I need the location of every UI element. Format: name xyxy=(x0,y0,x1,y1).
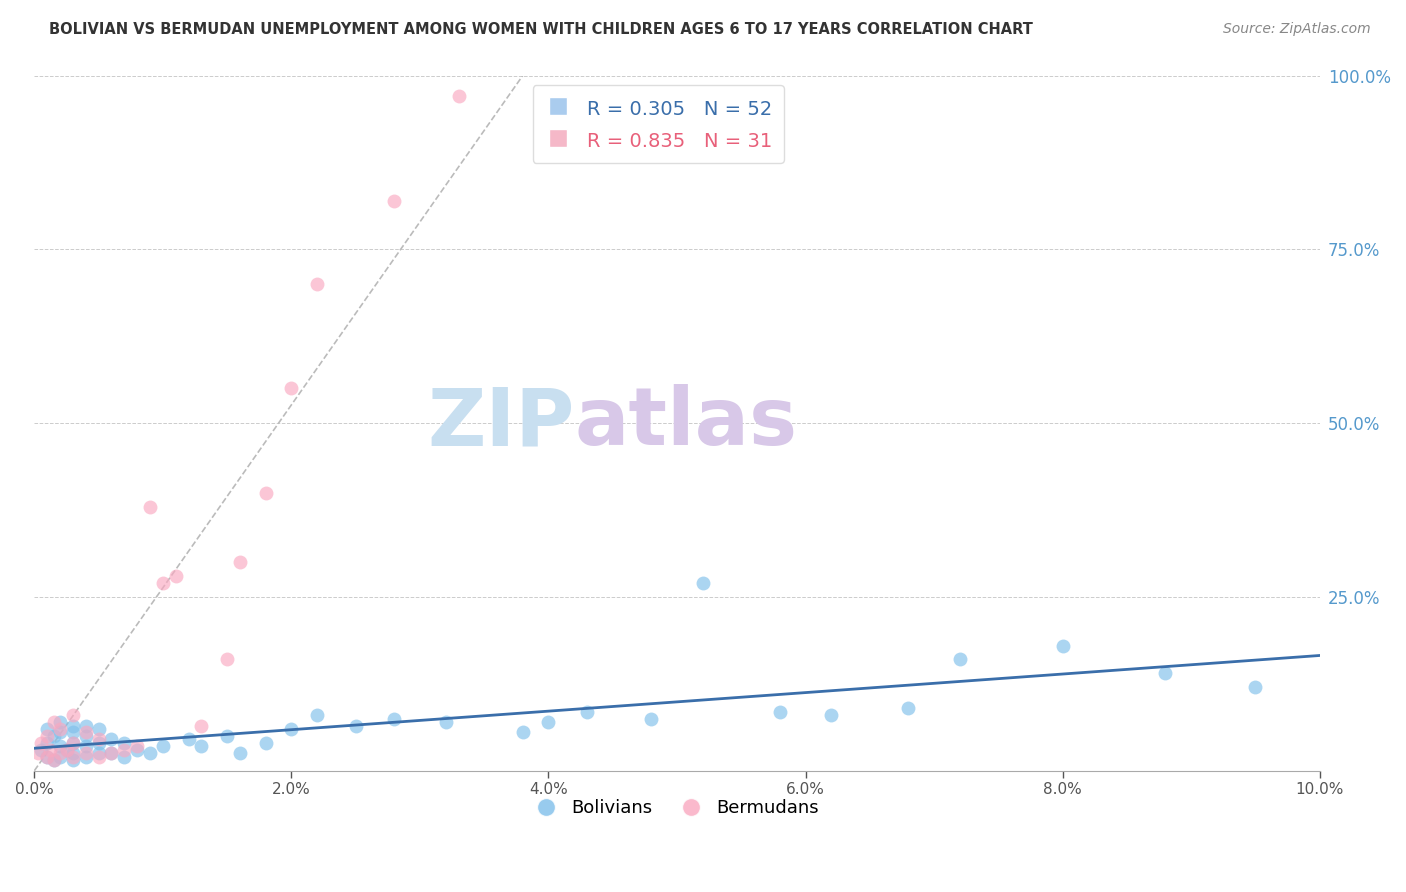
Point xyxy=(49,739,72,754)
Point xyxy=(254,485,277,500)
Point xyxy=(62,725,84,739)
Point xyxy=(307,277,329,291)
Point xyxy=(62,749,84,764)
Point xyxy=(139,500,162,514)
Point xyxy=(75,729,97,743)
Point xyxy=(55,743,77,757)
Point xyxy=(382,194,405,208)
Point xyxy=(217,729,239,743)
Point xyxy=(100,747,122,761)
Text: atlas: atlas xyxy=(574,384,797,462)
Point xyxy=(139,747,162,761)
Point xyxy=(38,743,60,757)
Point xyxy=(537,714,560,729)
Point xyxy=(49,722,72,736)
Point xyxy=(62,736,84,750)
Point xyxy=(576,705,599,719)
Point xyxy=(30,743,52,757)
Point xyxy=(1244,680,1267,694)
Point xyxy=(434,714,457,729)
Point xyxy=(692,576,714,591)
Point xyxy=(49,749,72,764)
Point xyxy=(512,725,534,739)
Point xyxy=(27,747,49,761)
Point xyxy=(37,749,59,764)
Point xyxy=(1052,639,1074,653)
Point xyxy=(112,743,135,757)
Point xyxy=(75,739,97,754)
Point xyxy=(75,749,97,764)
Point xyxy=(87,722,110,736)
Point xyxy=(87,749,110,764)
Point xyxy=(55,743,77,757)
Point xyxy=(344,718,367,732)
Point xyxy=(75,718,97,732)
Point xyxy=(37,749,59,764)
Point xyxy=(820,708,842,723)
Point xyxy=(280,722,302,736)
Point xyxy=(37,736,59,750)
Point xyxy=(42,753,65,767)
Point xyxy=(152,739,174,754)
Text: ZIP: ZIP xyxy=(427,384,574,462)
Point xyxy=(30,736,52,750)
Point xyxy=(640,712,662,726)
Point xyxy=(152,576,174,591)
Point xyxy=(42,753,65,767)
Point xyxy=(112,736,135,750)
Point xyxy=(37,722,59,736)
Point xyxy=(280,381,302,395)
Point xyxy=(229,555,252,569)
Point xyxy=(165,569,187,583)
Point xyxy=(75,725,97,739)
Legend: Bolivians, Bermudans: Bolivians, Bermudans xyxy=(529,792,825,824)
Point xyxy=(127,739,149,754)
Point xyxy=(37,729,59,743)
Point xyxy=(897,701,920,715)
Point xyxy=(112,749,135,764)
Point xyxy=(62,753,84,767)
Point xyxy=(127,743,149,757)
Point xyxy=(307,708,329,723)
Point xyxy=(87,736,110,750)
Point xyxy=(177,732,200,747)
Text: BOLIVIAN VS BERMUDAN UNEMPLOYMENT AMONG WOMEN WITH CHILDREN AGES 6 TO 17 YEARS C: BOLIVIAN VS BERMUDAN UNEMPLOYMENT AMONG … xyxy=(49,22,1033,37)
Point xyxy=(254,736,277,750)
Point xyxy=(190,739,212,754)
Point xyxy=(87,732,110,747)
Point xyxy=(447,89,470,103)
Point xyxy=(190,718,212,732)
Point xyxy=(1154,666,1177,681)
Point xyxy=(769,705,792,719)
Point xyxy=(42,714,65,729)
Point xyxy=(62,718,84,732)
Point xyxy=(87,747,110,761)
Point xyxy=(100,732,122,747)
Point xyxy=(75,747,97,761)
Point xyxy=(382,712,405,726)
Point xyxy=(49,714,72,729)
Text: Source: ZipAtlas.com: Source: ZipAtlas.com xyxy=(1223,22,1371,37)
Point xyxy=(49,725,72,739)
Point xyxy=(229,747,252,761)
Point xyxy=(42,729,65,743)
Point xyxy=(62,736,84,750)
Point xyxy=(62,747,84,761)
Point xyxy=(100,747,122,761)
Point xyxy=(49,747,72,761)
Point xyxy=(949,652,972,666)
Point xyxy=(62,708,84,723)
Point xyxy=(217,652,239,666)
